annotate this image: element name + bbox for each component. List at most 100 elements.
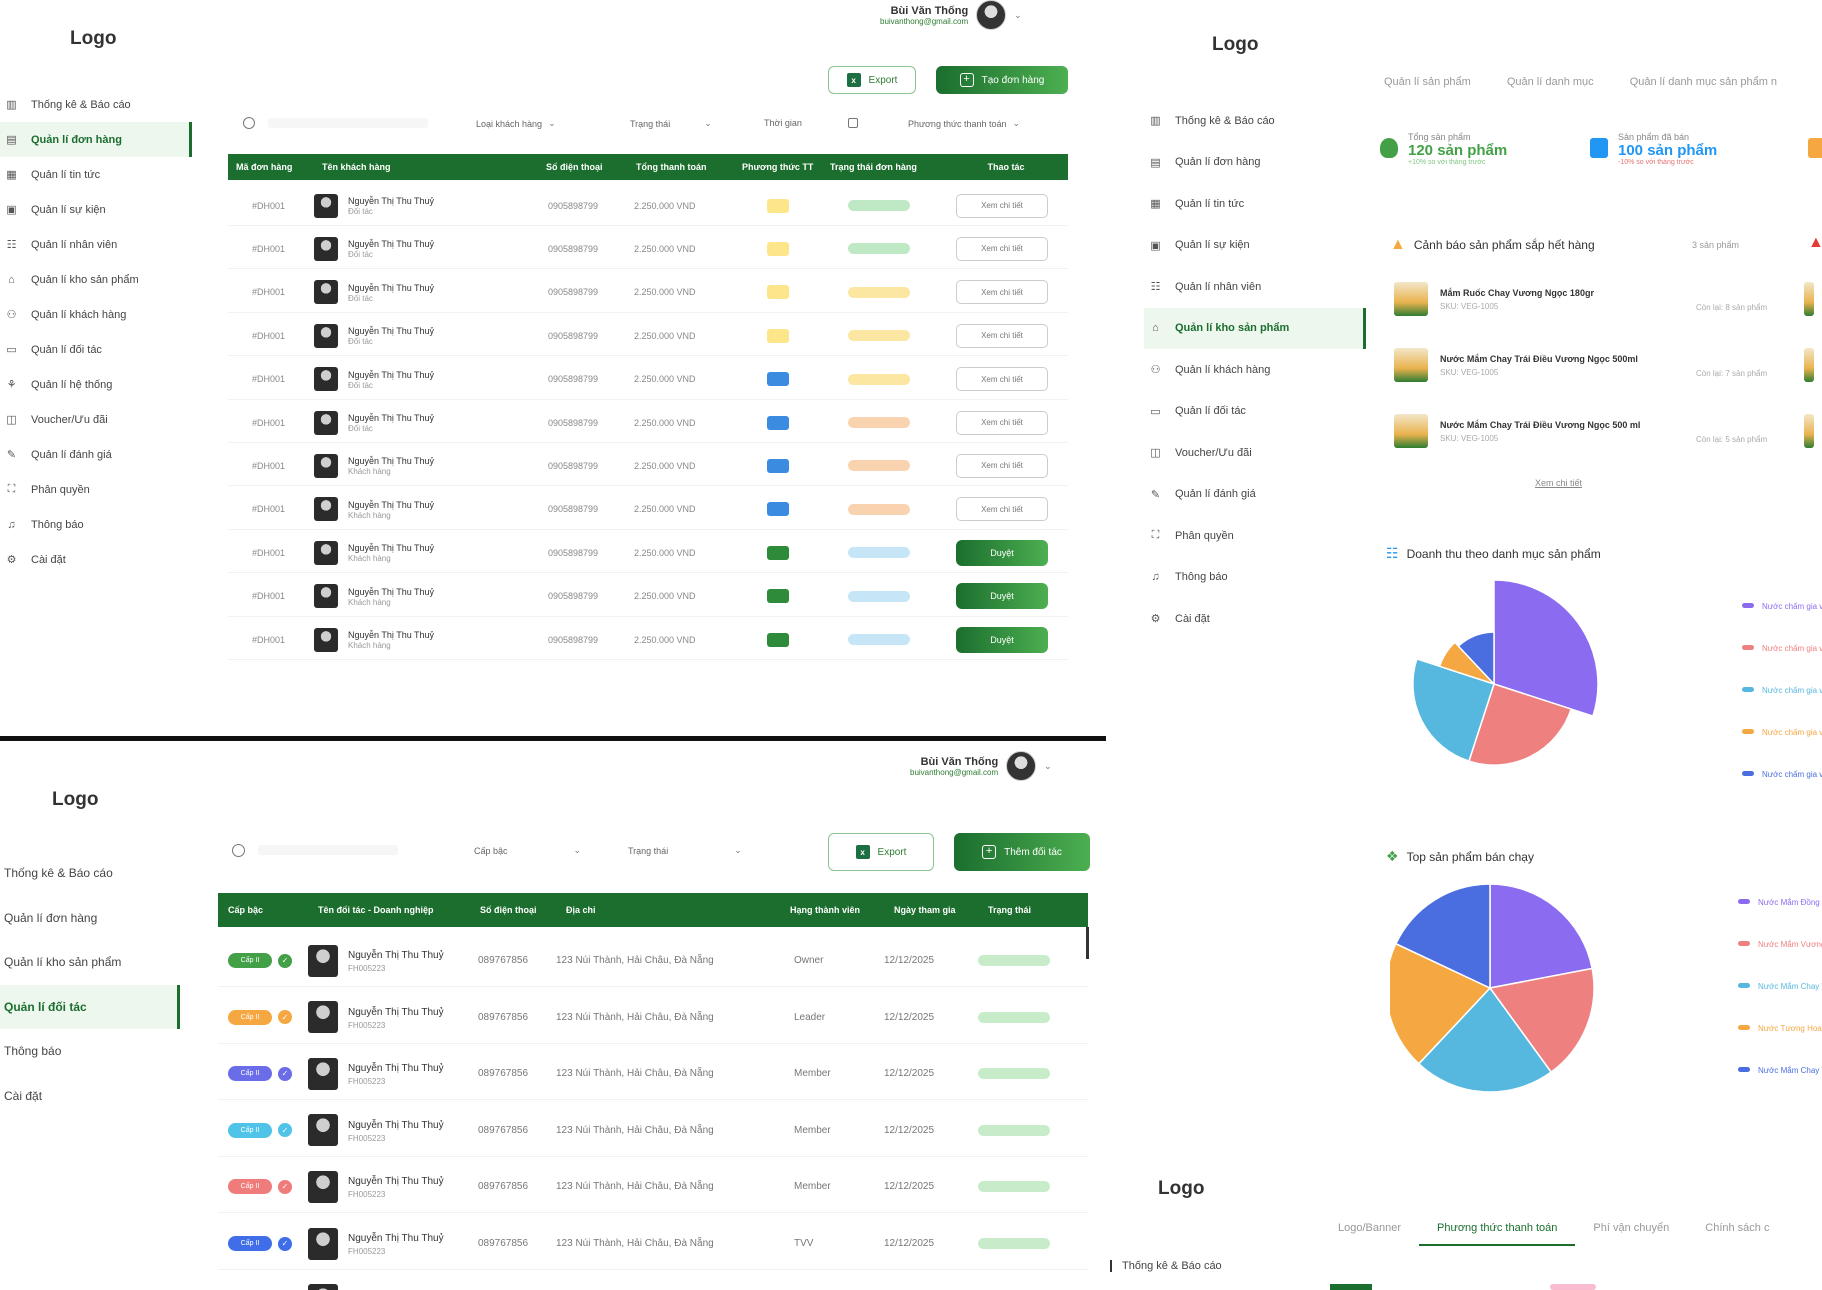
view-detail-button[interactable]: Xem chi tiết [956, 367, 1048, 392]
export-button[interactable]: x Export [828, 66, 916, 94]
table-row[interactable]: #DH001 Nguyễn Thị Thu Thuỷ Khách hàng 09058… [228, 490, 1068, 530]
low-stock-item[interactable]: Nước Mắm Chay Trái Điều Vương Ngọc 500ml… [1394, 348, 1814, 382]
scrollbar[interactable] [1086, 927, 1089, 959]
table-row[interactable]: #DH001 Nguyễn Thị Thu Thuỷ Khách hàng 09058… [228, 533, 1068, 574]
logo[interactable]: Logo [52, 789, 99, 810]
view-detail-button[interactable]: Xem chi tiết [956, 323, 1048, 348]
sidebar-item-5[interactable]: ⌂ Quản lí kho sản phẩm [0, 262, 192, 297]
approve-button[interactable]: Duyệt [956, 583, 1048, 610]
sidebar-item-3[interactable]: ▣ Quản lí sự kiện [1144, 225, 1366, 267]
tab-2[interactable]: Quản lí danh mục sản phẩm n [1629, 76, 1778, 88]
pie-slice[interactable] [1394, 883, 1491, 990]
search-icon[interactable] [243, 117, 255, 129]
table-row[interactable]: #DH001 Nguyễn Thị Thu Thuỷ Đối tác 09058987… [228, 316, 1068, 357]
create-order-button[interactable]: + Tạo đơn hàng [936, 66, 1068, 94]
sidebar-item-9[interactable]: ◫ Voucher/Ưu đãi [0, 402, 192, 437]
sidebar-item-1[interactable]: Quản lí đơn hàng [0, 896, 180, 941]
sidebar-item-2[interactable]: Quản lí kho sản phẩm [0, 940, 180, 985]
sidebar-item-0[interactable]: ▥ Thống kê & Báo cáo [0, 87, 192, 122]
user-menu[interactable]: Bùi Văn Thống buivanthong@gmail.com ⌄ [880, 0, 1022, 30]
table-row[interactable]: ✓Nguyễn Thị Thu Thuỷ [218, 1275, 1088, 1290]
low-stock-item[interactable]: Nước Mắm Chay Trái Điều Vương Ngọc 500 m… [1394, 414, 1814, 448]
sidebar-item-4[interactable]: Thông báo [0, 1029, 180, 1074]
sidebar-item-8[interactable]: ⚘ Quản lí hệ thống [0, 367, 192, 402]
sidebar-item-11[interactable]: ⛶ Phân quyền [0, 472, 192, 507]
pie-slice[interactable] [1489, 883, 1594, 989]
sidebar-item-10[interactable]: ✎ Quản lí đánh giá [0, 437, 192, 472]
low-stock-item[interactable]: Mắm Ruốc Chay Vương Ngọc 180gr SKU: VEG-1… [1394, 282, 1814, 316]
view-more-link[interactable]: Xem chi tiết [1535, 478, 1583, 488]
sidebar-item-4[interactable]: ☷ Quản lí nhân viên [0, 227, 192, 262]
search-input[interactable] [258, 845, 398, 855]
table-row[interactable]: #DH001 Nguyễn Thị Thu Thuỷ Đối tác 09058987… [228, 360, 1068, 400]
avatar[interactable] [1006, 751, 1037, 781]
filter-level[interactable]: Cấp bậc ⌄ [474, 845, 581, 856]
filter-status[interactable]: Trạng thái ⌄ [630, 118, 712, 129]
table-row[interactable]: Cấp II ✓ Nguyễn Thị Thu Thuỷ FH005223 089767… [218, 1105, 1088, 1157]
sidebar-item-9[interactable]: ✎ Quản lí đánh giá [1144, 474, 1366, 516]
view-detail-button[interactable]: Xem chi tiết [956, 280, 1048, 305]
sidebar-item-3[interactable]: ▣ Quản lí sự kiện [0, 192, 192, 227]
sidebar-item-6[interactable]: ⚇ Quản lí khách hàng [0, 297, 192, 332]
table-row[interactable]: #DH001 Nguyễn Thị Thu Thuỷ Đối tác 09058987… [228, 273, 1068, 313]
sidebar-item-12[interactable]: ⚙ Cài đặt [1144, 598, 1366, 640]
sidebar-item-7[interactable]: ▭ Quản lí đối tác [1144, 391, 1366, 433]
view-detail-button[interactable]: Xem chi tiết [956, 453, 1048, 478]
table-row[interactable]: Cấp II ✓ Nguyễn Thị Thu Thuỷ FH005223 089767… [218, 935, 1088, 987]
sidebar-item-12[interactable]: ♫ Thông báo [0, 507, 192, 542]
pie-slice[interactable] [1417, 986, 1553, 1093]
sidebar-item-11[interactable]: ♫ Thông báo [1144, 557, 1366, 599]
settings-tab-2[interactable]: Phí vận chuyển [1593, 1222, 1670, 1234]
sidebar-item-thong-ke[interactable]: Thống kê & Báo cáo [1110, 1260, 1222, 1272]
avatar[interactable] [976, 0, 1007, 30]
table-row[interactable]: #DH001 Nguyễn Thị Thu Thuỷ Đối tác 09058987… [228, 229, 1068, 270]
tab-1[interactable]: Quản lí danh mục [1506, 76, 1594, 88]
chevron-down-icon[interactable]: ⌄ [1014, 9, 1022, 20]
settings-tab-3[interactable]: Chính sách c [1705, 1222, 1770, 1234]
sidebar-item-6[interactable]: ⚇ Quản lí khách hàng [1144, 349, 1366, 391]
view-detail-button[interactable]: Xem chi tiết [956, 236, 1048, 261]
settings-tab-0[interactable]: Logo/Banner [1338, 1222, 1401, 1234]
pie-slice[interactable] [1467, 683, 1573, 766]
sidebar-item-7[interactable]: ▭ Quản lí đối tác [0, 332, 192, 367]
sidebar-item-1[interactable]: ▤ Quản lí đơn hàng [1144, 142, 1366, 184]
table-row[interactable]: Cấp II ✓ Nguyễn Thị Thu Thuỷ FH005223 089767… [218, 1218, 1088, 1270]
pie-slice[interactable] [1493, 580, 1599, 718]
sidebar-item-10[interactable]: ⛶ Phân quyền [1144, 515, 1366, 557]
chevron-down-icon[interactable]: ⌄ [1044, 760, 1052, 771]
pie-slice[interactable] [1412, 657, 1495, 763]
view-detail-button[interactable]: Xem chi tiết [956, 193, 1048, 218]
sidebar-item-3[interactable]: Quản lí đối tác [0, 984, 180, 1029]
logo[interactable]: Logo [1158, 1178, 1205, 1199]
filter-status[interactable]: Trạng thái ⌄ [628, 845, 742, 856]
filter-time[interactable]: Thời gian [764, 118, 858, 128]
sidebar-item-13[interactable]: ⚙ Cài đặt [0, 542, 192, 577]
table-row[interactable]: Cấp II ✓ Nguyễn Thị Thu Thuỷ FH005223 089767… [218, 1161, 1088, 1214]
approve-button[interactable]: Duyệt [956, 626, 1048, 653]
sidebar-item-0[interactable]: ▥ Thống kê & Báo cáo [1144, 100, 1366, 142]
view-detail-button[interactable]: Xem chi tiết [956, 497, 1048, 522]
logo[interactable]: Logo [70, 28, 117, 49]
sidebar-item-2[interactable]: ▦ Quản lí tin tức [1144, 183, 1366, 225]
pie-slice[interactable] [1438, 641, 1495, 685]
table-row[interactable]: #DH001 Nguyễn Thị Thu Thuỷ Khách hàng 09058… [228, 620, 1068, 660]
search-input[interactable] [268, 118, 428, 128]
table-row[interactable]: #DH001 Nguyễn Thị Thu Thuỷ Đối tác 09058987… [228, 186, 1068, 226]
sidebar-item-0[interactable]: Thống kê & Báo cáo [0, 851, 180, 896]
pie-slice[interactable] [1457, 631, 1495, 686]
user-menu[interactable]: Bùi Văn Thống buivanthong@gmail.com ⌄ [910, 751, 1052, 781]
pie-slice[interactable] [1390, 942, 1492, 1065]
settings-tab-1[interactable]: Phương thức thanh toán [1419, 1222, 1576, 1246]
table-row[interactable]: #DH001 Nguyễn Thị Thu Thuỷ Khách hàng 09058… [228, 446, 1068, 487]
tab-0[interactable]: Quản lí sản phẩm [1384, 76, 1471, 88]
sidebar-item-4[interactable]: ☷ Quản lí nhân viên [1144, 266, 1366, 308]
filter-customer-type[interactable]: Loại khách hàng ⌄ [476, 118, 556, 129]
table-row[interactable]: Cấp II ✓ Nguyễn Thị Thu Thuỷ FH005223 089767… [218, 1048, 1088, 1101]
table-row[interactable]: #DH001 Nguyễn Thị Thu Thuỷ Đối tác 09058987… [228, 403, 1068, 443]
sidebar-item-5[interactable]: Cài đặt [0, 1074, 180, 1119]
pie-slice[interactable] [1488, 967, 1595, 1074]
add-partner-button[interactable]: + Thêm đối tác [954, 833, 1090, 871]
view-detail-button[interactable]: Xem chi tiết [956, 410, 1048, 435]
export-button[interactable]: x Export [828, 833, 934, 871]
sidebar-item-2[interactable]: ▦ Quản lí tin tức [0, 157, 192, 192]
